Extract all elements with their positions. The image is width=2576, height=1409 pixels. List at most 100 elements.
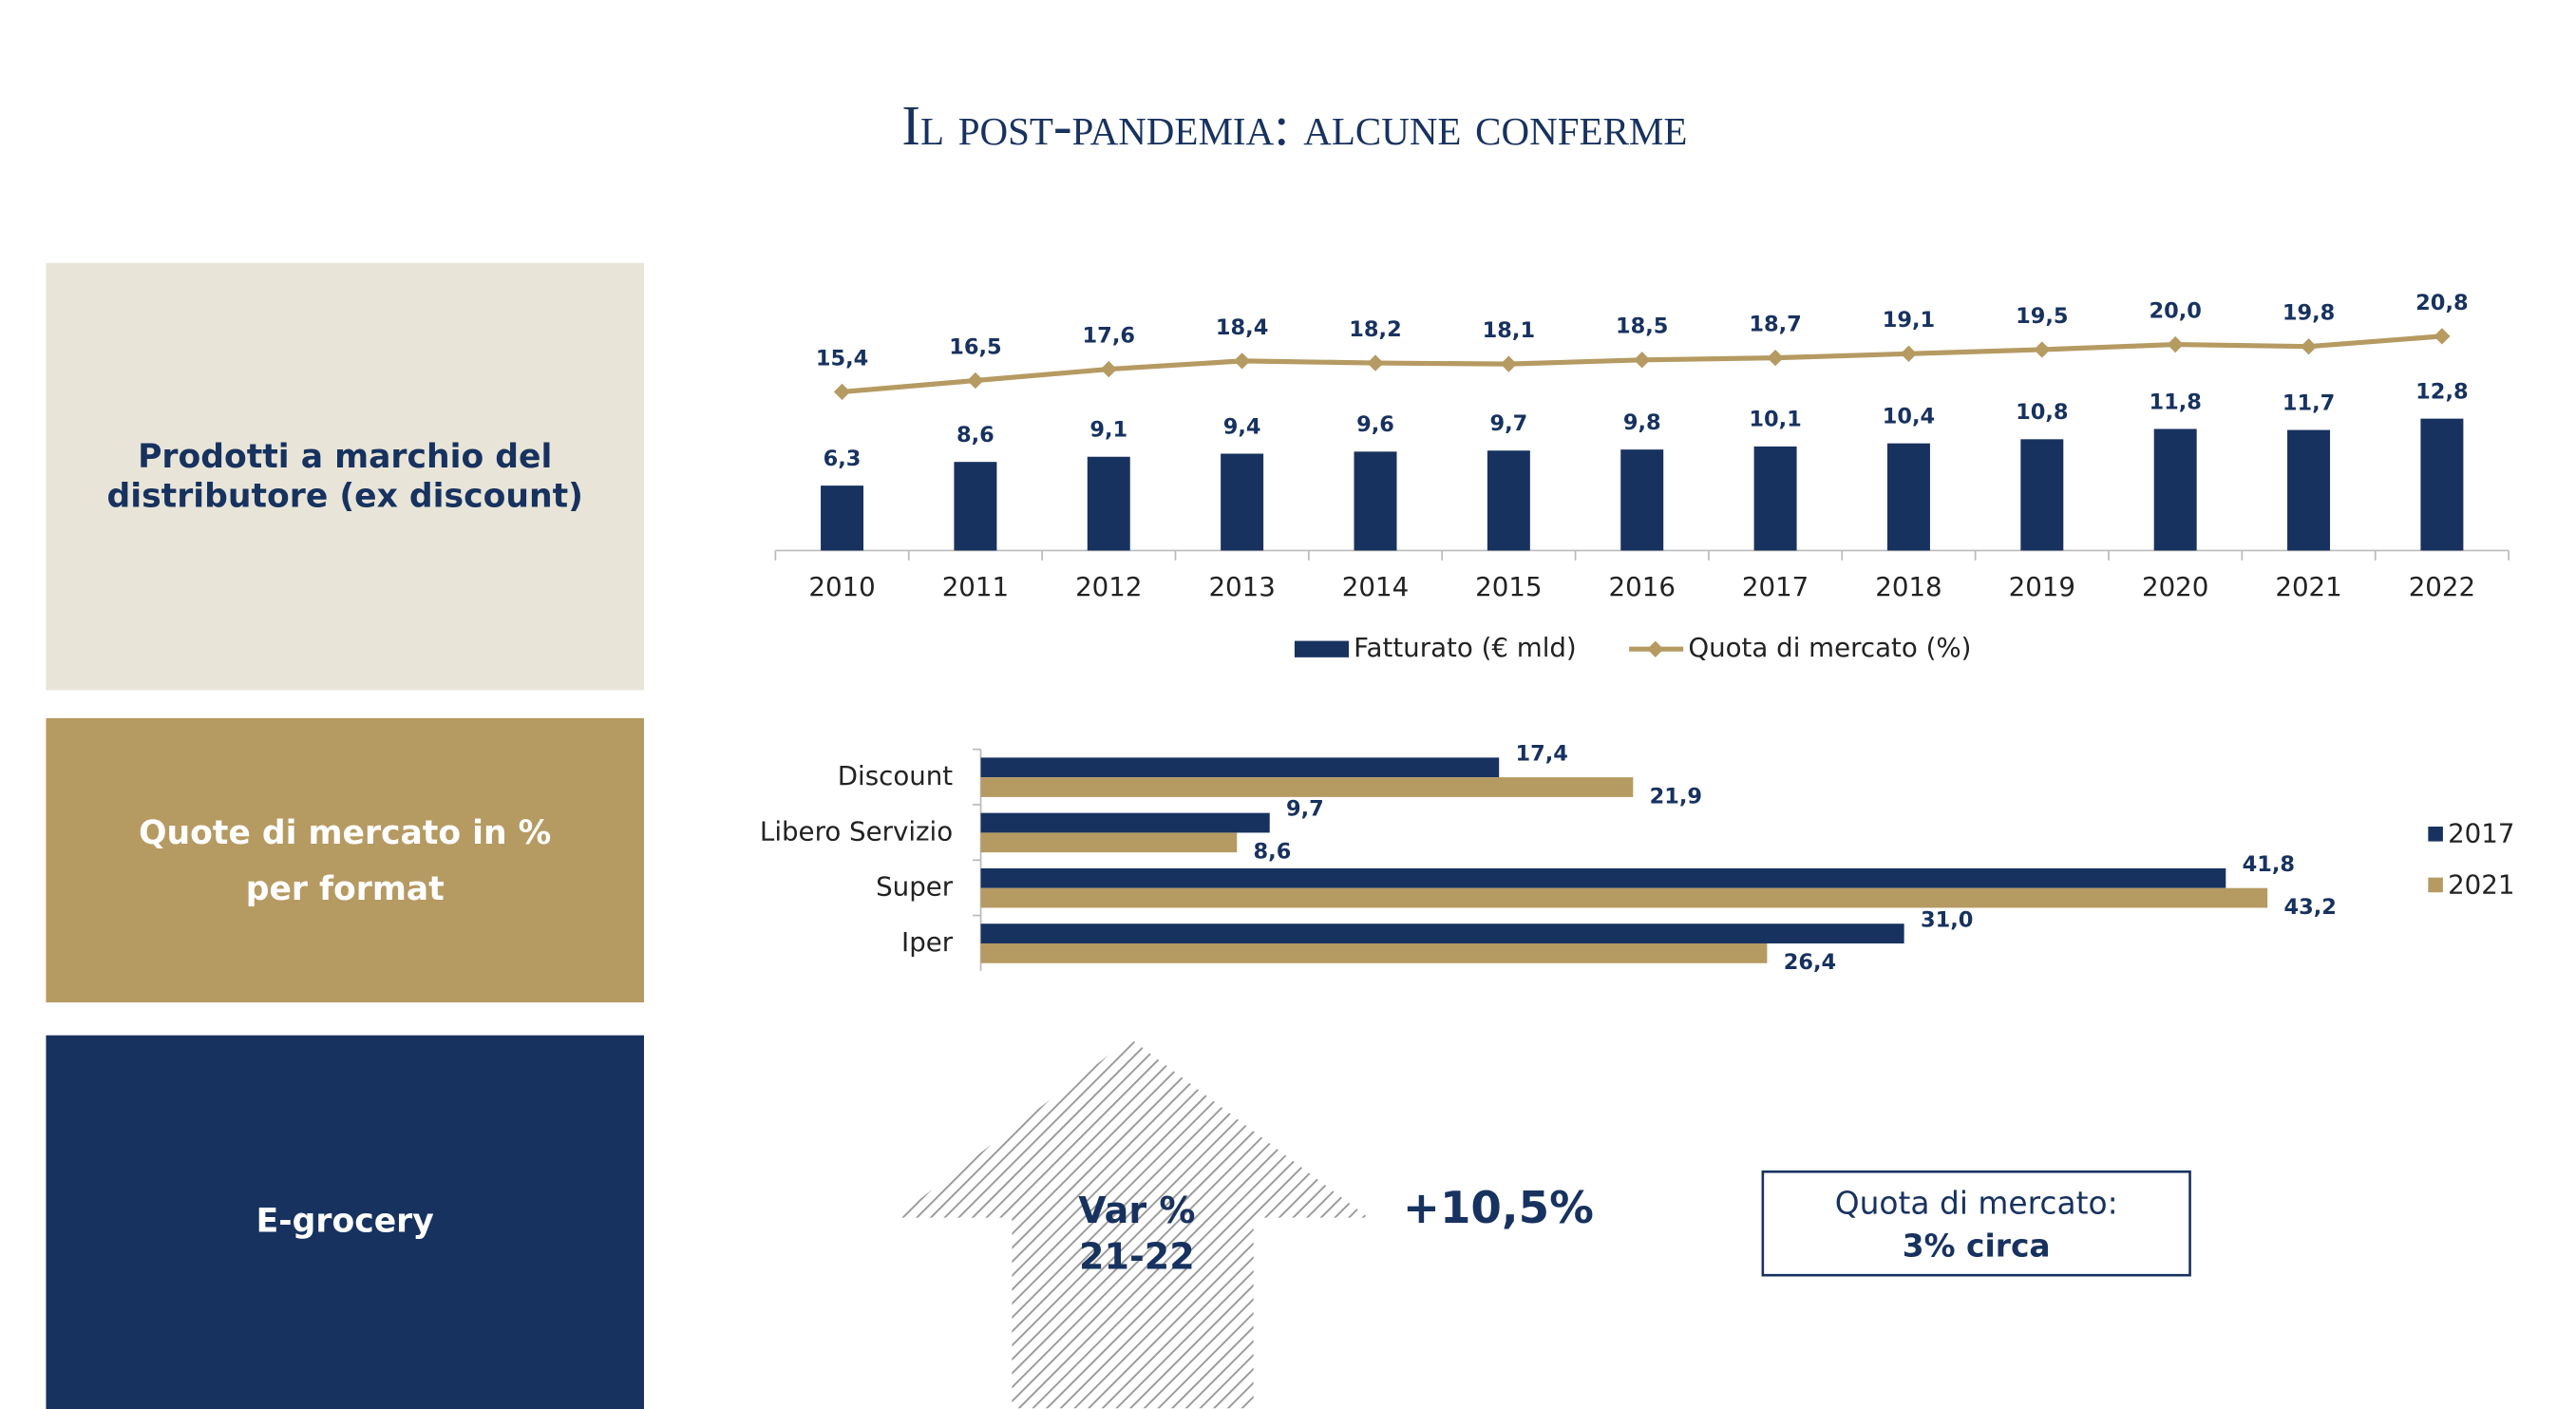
- panel: [46, 262, 644, 691]
- x-tick-label: 2010: [808, 571, 875, 602]
- value-label: 18,4: [1216, 315, 1268, 340]
- legend-label: 2021: [2448, 868, 2514, 900]
- y-tick-label: Super: [876, 871, 954, 903]
- value-label: 10,4: [1883, 404, 1935, 428]
- value-label: 16,5: [949, 334, 1001, 359]
- value-label: 19,8: [2282, 301, 2335, 326]
- value-label: 21,9: [1650, 784, 1702, 809]
- legend-swatch: [1294, 640, 1349, 657]
- value-label: 18,1: [1483, 318, 1535, 343]
- y-tick-label: Discount: [838, 760, 954, 791]
- legend-swatch: [1647, 640, 1664, 657]
- value-label: 8,6: [1254, 840, 1292, 865]
- bar: [980, 887, 2268, 908]
- value-label: 20,0: [2149, 298, 2201, 323]
- value-label: 18,5: [1616, 314, 1668, 339]
- value-label: 10,8: [2016, 400, 2068, 425]
- bar: [1087, 456, 1130, 551]
- x-tick-label: 2020: [2142, 571, 2208, 602]
- panel-text: per format: [246, 870, 445, 908]
- x-tick-label: 2022: [2409, 571, 2475, 602]
- panel-text: E-grocery: [256, 1202, 434, 1240]
- info-text: 3% circa: [1903, 1227, 2051, 1264]
- bar: [2287, 429, 2331, 551]
- bar: [821, 486, 864, 551]
- value-label: 11,8: [2149, 390, 2201, 414]
- arrow-text: Var %: [1078, 1190, 1195, 1231]
- panel-text: Prodotti a marchio del: [138, 438, 552, 476]
- bar: [980, 832, 1238, 853]
- bar: [2420, 418, 2464, 551]
- value-label: 9,4: [1223, 414, 1261, 439]
- legend-label: 2017: [2448, 818, 2514, 849]
- value-label: 20,8: [2415, 291, 2468, 315]
- value-label: 8,6: [957, 423, 994, 447]
- value-label: 9,8: [1623, 410, 1661, 435]
- slide-title: Il post-pandemia: alcune conferme: [901, 95, 1687, 157]
- bar: [980, 867, 2226, 888]
- x-tick-label: 2021: [2275, 571, 2341, 602]
- bar: [980, 777, 1634, 797]
- x-tick-label: 2016: [1609, 571, 1676, 602]
- x-tick-label: 2017: [1742, 571, 1809, 602]
- panel-text: distributore (ex discount): [107, 478, 583, 516]
- bar: [1753, 446, 1797, 551]
- value-label: 41,8: [2243, 852, 2295, 877]
- bar: [980, 923, 1904, 943]
- bar: [954, 462, 997, 551]
- value-label: 17,6: [1083, 323, 1135, 348]
- legend-label: Fatturato (€ mld): [1354, 632, 1577, 663]
- value-label: 9,6: [1356, 412, 1394, 437]
- value-label: 19,1: [1883, 308, 1935, 333]
- legend-swatch: [2428, 827, 2443, 842]
- bar: [1221, 453, 1264, 551]
- y-tick-label: Iper: [901, 926, 954, 958]
- legend-label: Quota di mercato (%): [1688, 632, 1971, 663]
- panel: [46, 1035, 644, 1409]
- bar: [980, 943, 1768, 963]
- x-tick-label: 2014: [1342, 571, 1409, 602]
- marker: [833, 383, 851, 401]
- bar: [1354, 451, 1397, 551]
- marker: [1500, 355, 1518, 372]
- y-tick-label: Libero Servizio: [760, 815, 953, 847]
- marker: [1900, 345, 1918, 362]
- info-text: Quota di mercato:: [1835, 1184, 2118, 1221]
- value-label: 12,8: [2415, 379, 2468, 404]
- value-label: 11,7: [2282, 390, 2335, 415]
- value-label: 18,7: [1749, 313, 1801, 337]
- marker: [967, 371, 984, 390]
- marker: [1767, 349, 1784, 367]
- marker: [2034, 341, 2051, 358]
- x-tick-label: 2013: [1208, 571, 1275, 602]
- value-label: 18,2: [1349, 317, 1401, 342]
- panel-text: Quote di mercato in %: [139, 814, 551, 852]
- marker: [1634, 352, 1651, 369]
- bar: [2020, 439, 2064, 551]
- value-label: 19,5: [2016, 304, 2068, 329]
- bar: [980, 757, 1500, 778]
- panel: [46, 717, 644, 1003]
- bar: [1886, 443, 1930, 551]
- value-label: 31,0: [1921, 907, 1973, 932]
- info-box: [1761, 1170, 2191, 1277]
- bar: [1620, 449, 1664, 551]
- value-label: 17,4: [1515, 741, 1567, 766]
- marker: [1100, 360, 1117, 378]
- x-tick-label: 2011: [942, 571, 1009, 602]
- x-tick-label: 2018: [1875, 571, 1941, 602]
- value-label: 6,3: [824, 447, 862, 471]
- x-tick-label: 2015: [1475, 571, 1542, 602]
- value-label: 15,4: [816, 346, 868, 371]
- change-text: +10,5%: [1403, 1183, 1594, 1234]
- value-label: 26,4: [1784, 950, 1836, 975]
- value-label: 10,1: [1749, 408, 1801, 432]
- x-tick-label: 2019: [2009, 571, 2075, 602]
- legend-swatch: [2428, 877, 2443, 893]
- marker: [2167, 335, 2184, 353]
- x-tick-label: 2012: [1075, 571, 1142, 602]
- bar: [2153, 428, 2197, 551]
- bar: [980, 812, 1270, 833]
- marker: [2434, 328, 2451, 345]
